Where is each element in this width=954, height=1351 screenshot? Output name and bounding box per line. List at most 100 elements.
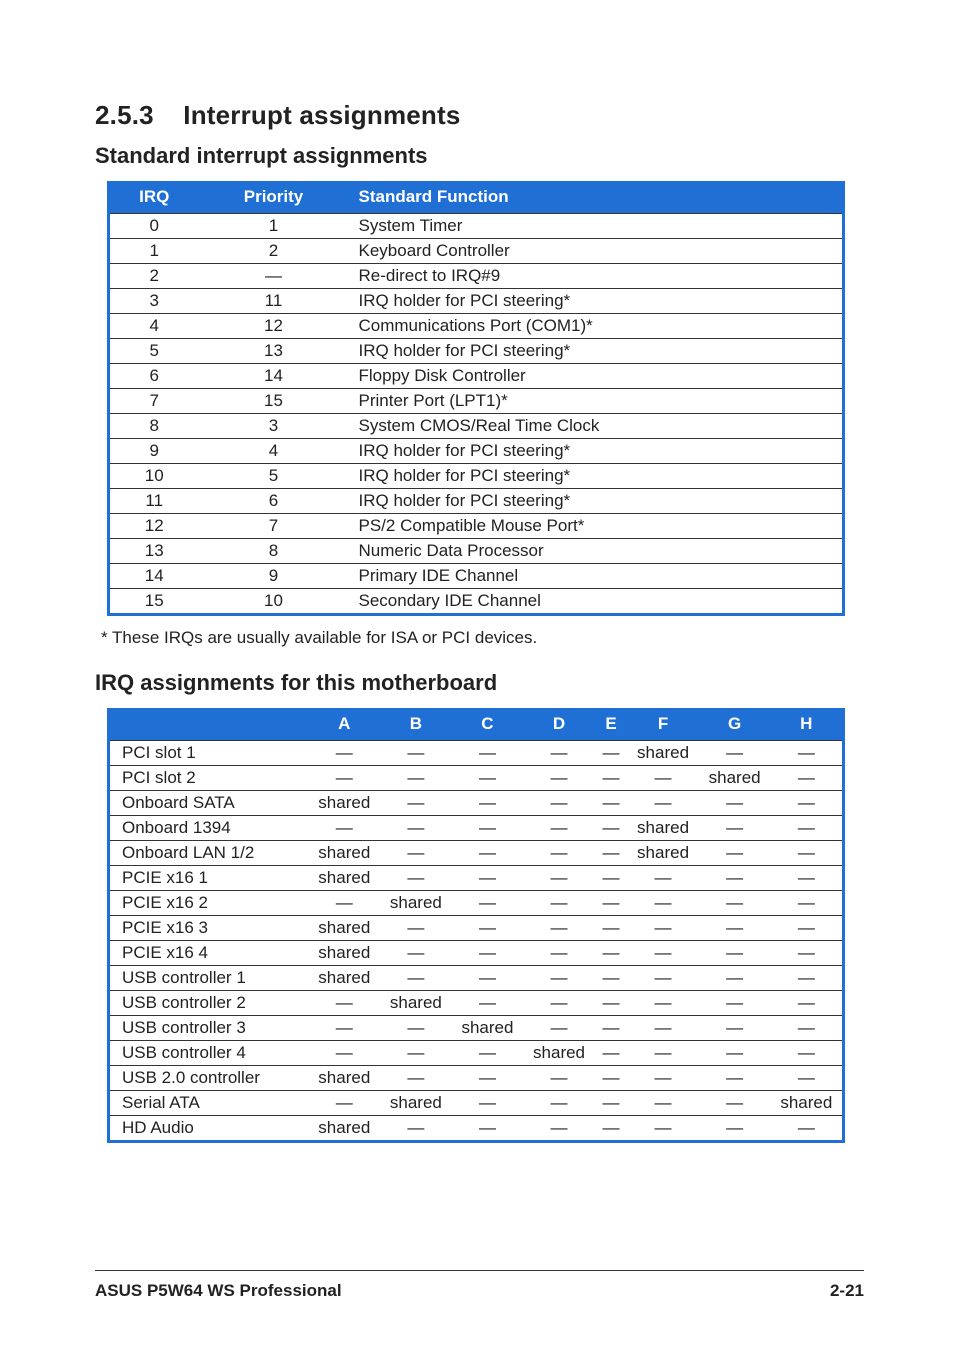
table-cell: Serial ATA: [109, 1091, 309, 1116]
table-cell: —: [452, 841, 524, 866]
table-cell: —: [380, 841, 452, 866]
table-cell: —: [595, 1041, 627, 1066]
table-cell: shared: [770, 1091, 843, 1116]
table-cell: shared: [380, 991, 452, 1016]
table-cell: —: [523, 1016, 595, 1041]
table-cell: shared: [309, 1116, 381, 1142]
table-header-cell: D: [523, 708, 595, 741]
table-header-cell: Standard Function: [349, 181, 844, 214]
table-cell: IRQ holder for PCI steering*: [349, 289, 844, 314]
table-cell: —: [699, 741, 771, 766]
table-cell: —: [627, 941, 699, 966]
table-cell: —: [770, 866, 843, 891]
table-header-row: IRQPriorityStandard Function: [109, 181, 844, 214]
table-cell: HD Audio: [109, 1116, 309, 1142]
table-cell: —: [699, 916, 771, 941]
table-cell: 11: [199, 289, 349, 314]
table-cell: USB controller 3: [109, 1016, 309, 1041]
section-heading: 2.5.3 Interrupt assignments: [95, 100, 864, 131]
table-cell: —: [380, 941, 452, 966]
table-cell: —: [452, 816, 524, 841]
table-cell: —: [309, 1016, 381, 1041]
table-cell: —: [699, 1041, 771, 1066]
table-cell: —: [770, 916, 843, 941]
standard-irq-table: IRQPriorityStandard Function 01System Ti…: [107, 181, 845, 616]
table-cell: USB controller 4: [109, 1041, 309, 1066]
table-cell: shared: [309, 791, 381, 816]
table-cell: —: [699, 1066, 771, 1091]
table-cell: —: [699, 866, 771, 891]
table-cell: PCIE x16 4: [109, 941, 309, 966]
table-cell: —: [380, 866, 452, 891]
table-cell: 7: [199, 514, 349, 539]
table-row: 105IRQ holder for PCI steering*: [109, 464, 844, 489]
table-cell: —: [309, 991, 381, 1016]
table-cell: USB controller 2: [109, 991, 309, 1016]
table-cell: 10: [109, 464, 199, 489]
table-cell: —: [380, 816, 452, 841]
table-cell: —: [699, 841, 771, 866]
table-row: PCI slot 1—————shared——: [109, 741, 844, 766]
subheading-standard: Standard interrupt assignments: [95, 143, 864, 169]
table-cell: IRQ holder for PCI steering*: [349, 489, 844, 514]
footnote: * These IRQs are usually available for I…: [101, 628, 864, 648]
table-cell: —: [523, 941, 595, 966]
table-row: USB controller 2—shared——————: [109, 991, 844, 1016]
table-row: 412Communications Port (COM1)*: [109, 314, 844, 339]
table-cell: 8: [109, 414, 199, 439]
table-row: PCIE x16 1shared———————: [109, 866, 844, 891]
table-header-cell: A: [309, 708, 381, 741]
table-cell: 15: [109, 589, 199, 615]
table-cell: —: [595, 1116, 627, 1142]
table-cell: 9: [109, 439, 199, 464]
table-cell: —: [627, 1016, 699, 1041]
table-cell: 5: [199, 464, 349, 489]
page-footer: ASUS P5W64 WS Professional 2-21: [95, 1270, 864, 1301]
table-cell: 6: [109, 364, 199, 389]
table-cell: —: [770, 1041, 843, 1066]
table-cell: —: [770, 1066, 843, 1091]
table-cell: —: [309, 741, 381, 766]
table-cell: —: [523, 866, 595, 891]
table-cell: —: [309, 891, 381, 916]
table-cell: shared: [523, 1041, 595, 1066]
table-cell: —: [595, 816, 627, 841]
table-cell: 9: [199, 564, 349, 589]
table-header-cell: C: [452, 708, 524, 741]
table-cell: —: [523, 891, 595, 916]
table-cell: Keyboard Controller: [349, 239, 844, 264]
table-cell: Printer Port (LPT1)*: [349, 389, 844, 414]
table-cell: —: [452, 916, 524, 941]
table-cell: —: [452, 1116, 524, 1142]
table-row: Onboard SATAshared———————: [109, 791, 844, 816]
table-cell: —: [770, 991, 843, 1016]
table-cell: —: [523, 991, 595, 1016]
table-cell: —: [452, 866, 524, 891]
table-cell: —: [627, 966, 699, 991]
table-cell: shared: [380, 1091, 452, 1116]
table-cell: —: [452, 766, 524, 791]
table-row: PCIE x16 2—shared——————: [109, 891, 844, 916]
table-cell: —: [627, 1041, 699, 1066]
table-cell: —: [627, 791, 699, 816]
table-cell: shared: [627, 741, 699, 766]
table-row: HD Audioshared———————: [109, 1116, 844, 1142]
table-cell: —: [627, 766, 699, 791]
table-cell: —: [770, 741, 843, 766]
table-cell: shared: [309, 841, 381, 866]
table-row: 149Primary IDE Channel: [109, 564, 844, 589]
table-cell: 13: [199, 339, 349, 364]
table-header-cell: B: [380, 708, 452, 741]
table-cell: shared: [309, 916, 381, 941]
table-cell: 1: [109, 239, 199, 264]
table-cell: 6: [199, 489, 349, 514]
table-cell: —: [523, 741, 595, 766]
table-cell: —: [309, 1091, 381, 1116]
table-cell: —: [452, 791, 524, 816]
table-row: 116IRQ holder for PCI steering*: [109, 489, 844, 514]
table-cell: PS/2 Compatible Mouse Port*: [349, 514, 844, 539]
table-cell: Numeric Data Processor: [349, 539, 844, 564]
table-cell: Communications Port (COM1)*: [349, 314, 844, 339]
table-cell: —: [452, 966, 524, 991]
table-cell: USB controller 1: [109, 966, 309, 991]
